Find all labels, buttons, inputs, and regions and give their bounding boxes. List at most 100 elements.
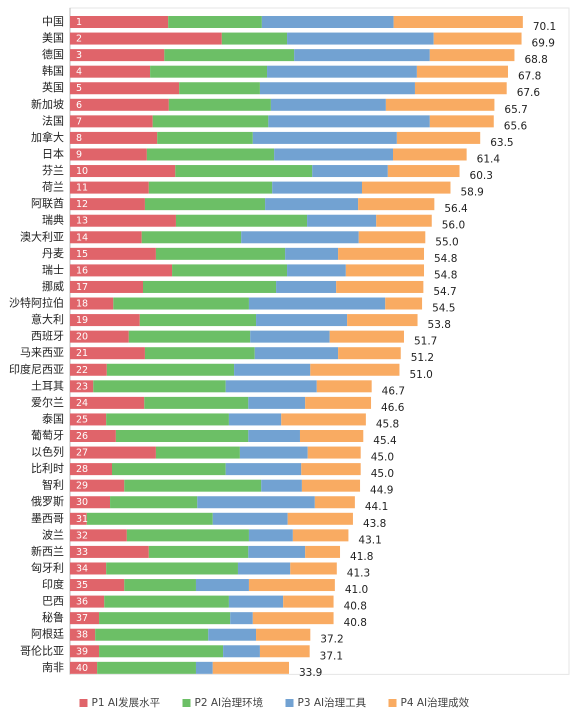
bar-segment [433, 32, 522, 45]
rank-label: 14 [76, 232, 88, 243]
bar-segment [274, 148, 393, 161]
bar-segment [221, 32, 288, 45]
rank-label: 29 [76, 481, 88, 492]
rank-label: 3 [76, 50, 82, 61]
total-label: 40.8 [344, 601, 367, 613]
bar-segment [270, 98, 386, 111]
bar-segment [301, 463, 361, 476]
bar-segment [144, 198, 266, 211]
bar-segment [106, 562, 238, 575]
bar-segment [124, 579, 196, 592]
total-label: 44.1 [365, 501, 388, 513]
bar-segment [287, 512, 353, 525]
total-label: 53.8 [428, 319, 451, 331]
bar-segment [124, 479, 262, 492]
bar-segment [70, 446, 156, 459]
bar-segment [268, 115, 430, 128]
rank-label: 13 [76, 216, 88, 227]
bar-segment [155, 247, 286, 260]
bar-segment [429, 49, 515, 62]
bar-segment [175, 165, 313, 178]
rank-label: 5 [76, 83, 82, 94]
bar-segment [70, 115, 153, 128]
bar-segment [70, 198, 145, 211]
bar-segment [416, 65, 508, 78]
bar-segment [256, 628, 311, 641]
bar-segment [111, 463, 226, 476]
bar-segment [361, 181, 451, 194]
bar-segment [70, 65, 151, 78]
total-label: 41.0 [345, 584, 368, 596]
bar-segment [261, 479, 302, 492]
total-label: 54.8 [434, 253, 457, 265]
total-label: 54.8 [434, 269, 457, 281]
bar-segment [70, 16, 169, 28]
bar-segment [259, 645, 310, 658]
bar-segment [70, 347, 145, 360]
category-label: 瑞士 [42, 262, 64, 276]
total-label: 67.6 [517, 87, 541, 99]
bar-segment [70, 512, 87, 525]
total-label: 60.3 [470, 170, 493, 182]
bar-segment [345, 264, 425, 277]
bar-segment [70, 330, 129, 343]
total-label: 43.8 [363, 518, 386, 530]
bar-segment [172, 264, 288, 277]
bar-segment [142, 280, 277, 293]
bar-segment [228, 413, 282, 426]
bar-segment [152, 115, 269, 128]
category-label: 阿根廷 [31, 627, 64, 641]
bar-segment [347, 314, 418, 327]
bar-segment [294, 49, 430, 62]
rank-label: 39 [76, 646, 88, 657]
bar-segment [99, 612, 231, 625]
total-label: 46.7 [382, 385, 405, 397]
rank-label: 25 [76, 414, 88, 425]
rank-label: 11 [76, 183, 88, 194]
bar-segment [287, 32, 434, 45]
bar-segment [70, 595, 105, 608]
bar-segment [248, 529, 293, 542]
rank-label: 12 [76, 199, 88, 210]
total-label: 41.3 [347, 567, 370, 579]
rank-label: 26 [76, 431, 88, 442]
category-label: 印度尼西亚 [9, 362, 64, 376]
total-label: 41.8 [350, 551, 373, 563]
bar-segment [70, 82, 180, 95]
category-label: 葡萄牙 [31, 429, 64, 442]
bar-segment [385, 297, 423, 310]
rank-label: 35 [76, 580, 88, 591]
category-label: 瑞典 [42, 213, 64, 227]
category-label: 土耳其 [31, 379, 64, 392]
rank-label: 32 [76, 530, 88, 541]
bar-segment [155, 446, 240, 459]
bar-segment [225, 380, 317, 393]
bar-segment [195, 579, 249, 592]
total-label: 61.4 [477, 153, 501, 165]
bar-segment [197, 496, 315, 509]
rank-label: 31 [76, 514, 88, 525]
rank-label: 40 [76, 663, 88, 674]
bar-segment [305, 396, 372, 409]
bar-segment [239, 446, 308, 459]
bar-segment [70, 496, 111, 509]
total-label: 51.0 [409, 369, 432, 381]
bar-segment [179, 82, 260, 95]
rank-label: 23 [76, 381, 88, 392]
bar-segment [248, 297, 386, 310]
category-label: 澳大利亚 [20, 229, 64, 243]
bar-segment [70, 165, 176, 178]
rank-label: 20 [76, 332, 88, 343]
bar-segment [301, 479, 361, 492]
bar-segment [148, 545, 249, 558]
category-label: 加拿大 [31, 130, 64, 144]
bar-segment [385, 98, 495, 111]
bar-segment [248, 430, 300, 442]
bar-segment [70, 32, 222, 45]
bar-segment [70, 645, 100, 658]
bar-segment [70, 463, 112, 476]
bar-segment [299, 430, 364, 442]
bar-segment [70, 363, 107, 376]
bar-segment [376, 214, 432, 227]
rank-label: 36 [76, 597, 88, 608]
